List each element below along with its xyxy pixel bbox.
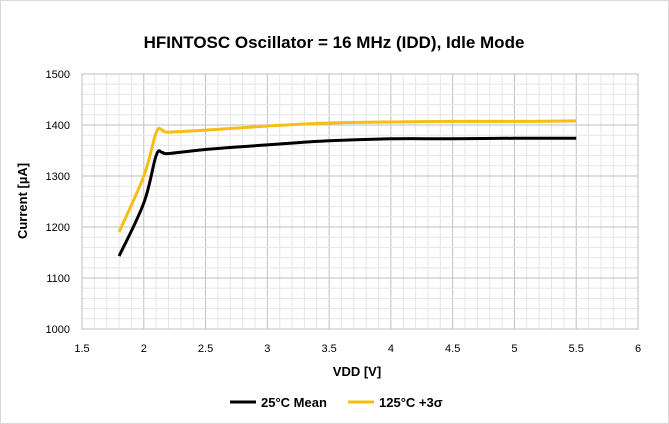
chart-title: HFINTOSC Oscillator = 16 MHz (IDD), Idle… [144, 33, 525, 52]
x-tick-label: 5 [511, 343, 517, 355]
x-axis-ticks: 1.5 2 2.5 3 3.5 4 4.5 5 5.5 6 [74, 343, 641, 355]
y-tick-label: 1500 [46, 69, 70, 81]
series-line-125c-3sigma [117, 119, 577, 233]
x-tick-label: 1.5 [74, 343, 89, 355]
x-tick-label: 4 [388, 343, 394, 355]
plot-area [81, 73, 639, 330]
x-tick-label: 4.5 [445, 343, 460, 355]
y-axis-ticks: 1000 1100 1200 1300 1400 1500 [46, 69, 70, 336]
y-tick-label: 1200 [46, 222, 70, 234]
legend-label: 125°C +3σ [379, 395, 443, 410]
y-axis-label: Current [µA] [15, 163, 30, 239]
x-axis-label: VDD [V] [333, 364, 381, 379]
x-tick-label: 5.5 [569, 343, 584, 355]
y-tick-label: 1100 [46, 273, 70, 285]
series-lines [117, 119, 577, 257]
legend-label: 25°C Mean [261, 395, 327, 410]
x-tick-label: 3.5 [321, 343, 336, 355]
x-tick-label: 2 [141, 343, 147, 355]
y-tick-label: 1000 [46, 324, 70, 336]
x-tick-label: 3 [264, 343, 270, 355]
y-tick-label: 1300 [46, 171, 70, 183]
series-line-25c-mean [117, 136, 577, 257]
legend: 25°C Mean 125°C +3σ [230, 395, 443, 410]
y-tick-label: 1400 [46, 120, 70, 132]
x-tick-label: 2.5 [198, 343, 213, 355]
x-tick-label: 6 [635, 343, 641, 355]
grid [81, 73, 639, 330]
